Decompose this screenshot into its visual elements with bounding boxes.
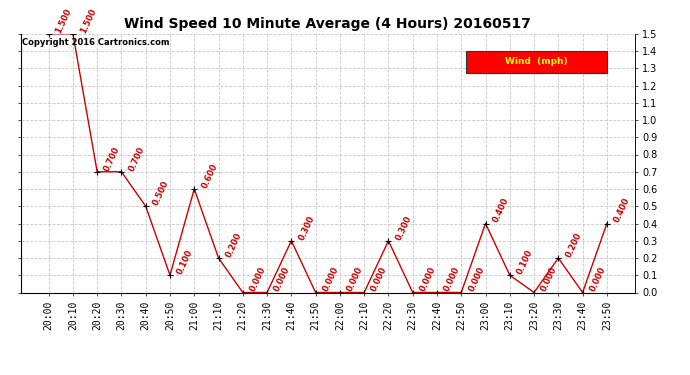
Text: 0.700: 0.700 <box>127 145 146 172</box>
Text: 0.400: 0.400 <box>613 196 632 224</box>
Text: 0.000: 0.000 <box>588 266 607 293</box>
Text: 0.000: 0.000 <box>540 266 559 293</box>
Text: 0.000: 0.000 <box>442 266 462 293</box>
Text: 0.000: 0.000 <box>346 266 365 293</box>
Text: 0.000: 0.000 <box>467 266 486 293</box>
Text: 0.200: 0.200 <box>564 231 583 259</box>
Text: 1.500: 1.500 <box>55 6 74 34</box>
Text: 0.400: 0.400 <box>491 196 511 224</box>
Text: 0.500: 0.500 <box>151 179 170 207</box>
Text: 0.300: 0.300 <box>297 214 316 242</box>
Text: 0.000: 0.000 <box>248 266 268 293</box>
Text: Wind  (mph): Wind (mph) <box>505 57 568 66</box>
Text: 1.500: 1.500 <box>79 6 98 34</box>
Text: 0.200: 0.200 <box>224 231 244 259</box>
Text: 0.700: 0.700 <box>103 145 122 172</box>
Text: 0.600: 0.600 <box>200 162 219 190</box>
Text: 0.000: 0.000 <box>321 266 340 293</box>
Text: 0.100: 0.100 <box>175 248 195 276</box>
Text: 0.100: 0.100 <box>515 248 535 276</box>
FancyBboxPatch shape <box>466 51 607 73</box>
Text: Copyright 2016 Cartronics.com: Copyright 2016 Cartronics.com <box>22 38 170 46</box>
Text: 0.000: 0.000 <box>418 266 437 293</box>
Text: 0.000: 0.000 <box>370 266 389 293</box>
Text: 0.300: 0.300 <box>394 214 413 242</box>
Title: Wind Speed 10 Minute Average (4 Hours) 20160517: Wind Speed 10 Minute Average (4 Hours) 2… <box>124 17 531 31</box>
Text: 0.000: 0.000 <box>273 266 292 293</box>
